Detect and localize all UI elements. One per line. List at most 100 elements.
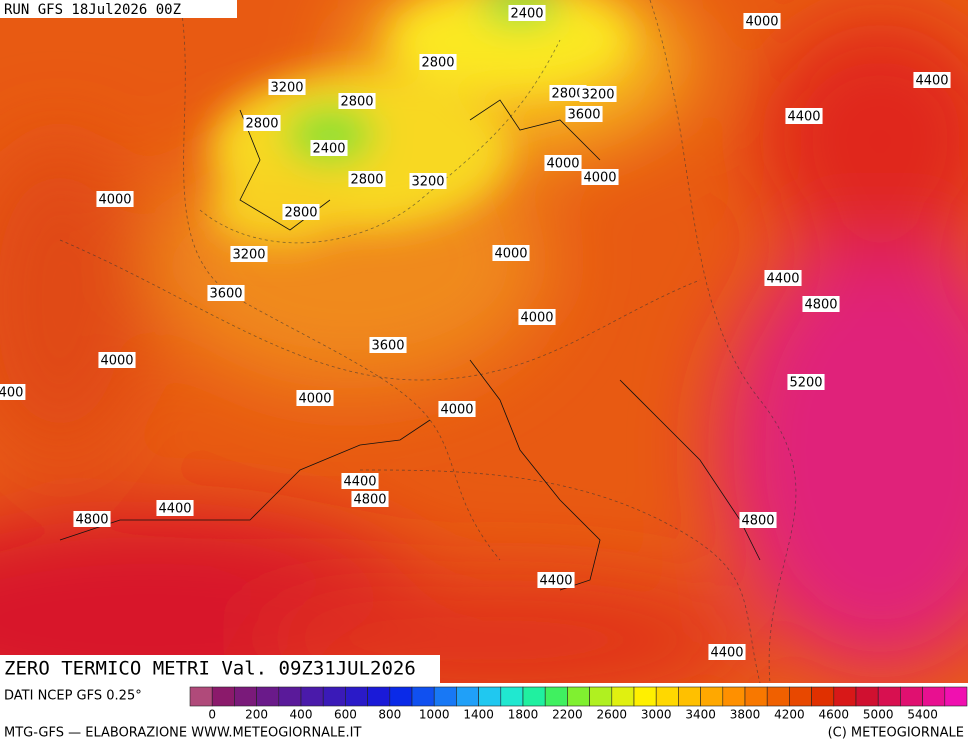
- contour-label: 2800: [284, 206, 317, 221]
- colorbar-label: 800: [378, 708, 401, 722]
- contour-label-bg: [98, 352, 136, 368]
- contour-label: 3600: [371, 339, 404, 354]
- colorbar-label: 3400: [685, 708, 716, 722]
- colorbar-swatch: [322, 686, 346, 707]
- contour-label-bg: [492, 245, 530, 261]
- contour-label: 4000: [100, 354, 133, 369]
- map-title: ZERO TERMICO METRI Val. 09Z31JUL2026: [4, 658, 416, 680]
- colorbar-swatch: [633, 686, 657, 707]
- colorbar-label: 400: [290, 708, 313, 722]
- contour-label: 2800: [245, 117, 278, 132]
- contour-label-bg: [156, 500, 194, 516]
- contour-label-bg: [207, 285, 245, 301]
- colorbar-swatch: [300, 686, 324, 707]
- contour-label: 2400: [510, 7, 543, 22]
- colorbar-swatch: [900, 686, 923, 707]
- contour-label: 3200: [411, 175, 444, 190]
- colorbar-swatch: [589, 686, 613, 707]
- contour-label: 2800: [421, 56, 454, 71]
- contour-label-bg: [338, 93, 376, 109]
- contour-label: 3200: [232, 248, 265, 263]
- source-label: DATI NCEP GFS 0.25°: [4, 689, 142, 704]
- contour-label-bg: [579, 86, 617, 102]
- colorbar-swatch: [389, 686, 413, 707]
- header-box: [0, 0, 237, 18]
- colorbar-swatch: [256, 686, 280, 707]
- contour-label: 4000: [298, 392, 331, 407]
- contour-label-bg: [508, 5, 546, 21]
- contour-label-bg: [419, 54, 457, 70]
- contour-label-bg: [787, 374, 825, 390]
- contour-label-bg: [96, 191, 134, 207]
- contour-label: 4000: [440, 403, 473, 418]
- contour-label-bg: [785, 108, 823, 124]
- contour-label-bg: [549, 85, 587, 101]
- contour-label-bg: [341, 473, 379, 489]
- contour-label: 4400: [158, 502, 191, 517]
- contour-label-bg: [409, 173, 447, 189]
- contour-label: 4000: [520, 311, 553, 326]
- colorbar-label: 5000: [863, 708, 894, 722]
- colorbar-swatch: [744, 686, 768, 707]
- contour-label-bg: [565, 106, 603, 122]
- contour-label-bg: [743, 13, 781, 29]
- contour-label: 4800: [75, 513, 108, 528]
- colorbar-swatch: [678, 686, 701, 707]
- contour-label: 2800: [340, 95, 373, 110]
- contour-label: 3600: [209, 287, 242, 302]
- colorbar-label: 4600: [819, 708, 850, 722]
- contour-label: 4000: [745, 15, 778, 30]
- colorbar-label: 1000: [419, 708, 450, 722]
- colorbar-swatch: [567, 686, 590, 707]
- colorbar-swatch: [544, 686, 568, 707]
- contour-label-bg: [802, 296, 840, 312]
- colorbar-swatch: [278, 686, 302, 707]
- colorbar-swatch: [500, 686, 524, 707]
- contour-label-bg: [581, 169, 619, 185]
- contour-label: 2400: [312, 142, 345, 157]
- contour-label-bg: [282, 204, 320, 220]
- colorbar-label: 200: [245, 708, 268, 722]
- colorbar-swatch: [877, 686, 901, 707]
- contour-label: 4000: [583, 171, 616, 186]
- colorbar-swatch: [789, 686, 812, 707]
- colorbar-label: 2600: [597, 708, 628, 722]
- map-field: [0, 0, 968, 683]
- run-label: RUN GFS 18Jul2026 00Z: [4, 2, 181, 18]
- colorbar-label: 2200: [552, 708, 583, 722]
- contour-label: 4400: [787, 110, 820, 125]
- contour-label: 4000: [546, 157, 579, 172]
- colorbar-swatch: [655, 686, 679, 707]
- colorbar-label: 600: [334, 708, 357, 722]
- title-box: [0, 655, 440, 683]
- contour-label: 4800: [353, 493, 386, 508]
- colorbar-swatch: [234, 686, 257, 707]
- contour-label-bg: [348, 171, 386, 187]
- colorbar-label: 4200: [774, 708, 805, 722]
- contour-label: 400: [0, 386, 23, 401]
- contour-label-bg: [537, 572, 575, 588]
- contour-label: 4400: [343, 475, 376, 490]
- colorbar-swatch: [811, 686, 835, 707]
- colorbar: 0 200 400 600 800 1000 1400 1800 2200 2600 3000 340…: [189, 686, 968, 722]
- colorbar-swatch: [189, 686, 213, 707]
- contour-label: 4400: [766, 272, 799, 287]
- colorbar-label: 3000: [641, 708, 672, 722]
- contour-label: 5200: [789, 376, 822, 391]
- contour-label-bg: [518, 309, 556, 325]
- contour-label: 4400: [539, 574, 572, 589]
- contour-label-bg: [544, 155, 582, 171]
- colorbar-label: 3800: [730, 708, 761, 722]
- contour-labels: 2400 4000 2800 4400 3200 2800 2800 3200 3600 2800…: [0, 5, 951, 661]
- contour-label: 2800: [350, 173, 383, 188]
- contour-label: 4000: [494, 247, 527, 262]
- contour-label-bg: [73, 511, 111, 527]
- colorbar-swatch: [700, 686, 724, 707]
- contour-label-bg: [438, 401, 476, 417]
- contour-label-bg: [268, 79, 306, 95]
- contour-label: 3600: [567, 108, 600, 123]
- colorbar-label: 1800: [508, 708, 539, 722]
- contour-label: 2800: [551, 87, 584, 102]
